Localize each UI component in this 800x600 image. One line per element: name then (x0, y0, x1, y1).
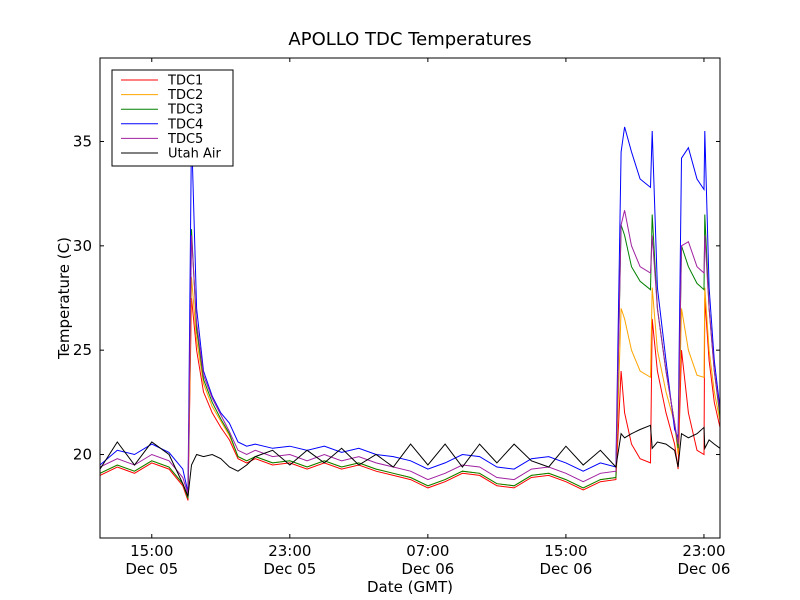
legend-label-tdc3: TDC3 (167, 103, 203, 118)
series-line-tdc5 (99, 210, 721, 495)
x-tick-label-date: Dec 05 (125, 560, 178, 578)
x-tick-label-time: 07:00 (406, 542, 449, 560)
legend-label-utah-air: Utah Air (168, 147, 221, 162)
x-tick-label-date: Dec 06 (678, 560, 731, 578)
legend-box (111, 69, 234, 167)
x-tick-label-time: 23:00 (682, 542, 725, 560)
x-tick-label-date: Dec 06 (539, 560, 592, 578)
y-axis-label: Temperature (C) (55, 237, 73, 360)
x-tick-label-time: 23:00 (268, 542, 311, 560)
series-line-utah-air (99, 424, 721, 497)
x-tick-label-time: 15:00 (544, 542, 587, 560)
series-lines (99, 126, 721, 501)
y-tick-label: 25 (73, 341, 92, 359)
series-line-tdc1 (99, 297, 721, 501)
chart-title: APOLLO TDC Temperatures (288, 29, 531, 50)
legend-label-tdc1: TDC1 (167, 74, 203, 89)
y-tick-label: 30 (73, 237, 92, 255)
plot-frame (99, 57, 721, 539)
x-tick-label-date: Dec 06 (401, 560, 454, 578)
x-tick-label-time: 15:00 (130, 542, 173, 560)
legend-label-tdc5: TDC5 (167, 132, 203, 147)
series-line-tdc4 (99, 126, 721, 493)
x-axis-label: Date (GMT) (367, 578, 453, 596)
legend-label-tdc2: TDC2 (167, 88, 203, 103)
y-tick-label: 20 (73, 446, 92, 464)
legend-label-tdc4: TDC4 (167, 117, 203, 132)
x-tick-label-date: Dec 05 (263, 560, 316, 578)
y-tick-label: 35 (73, 132, 92, 150)
